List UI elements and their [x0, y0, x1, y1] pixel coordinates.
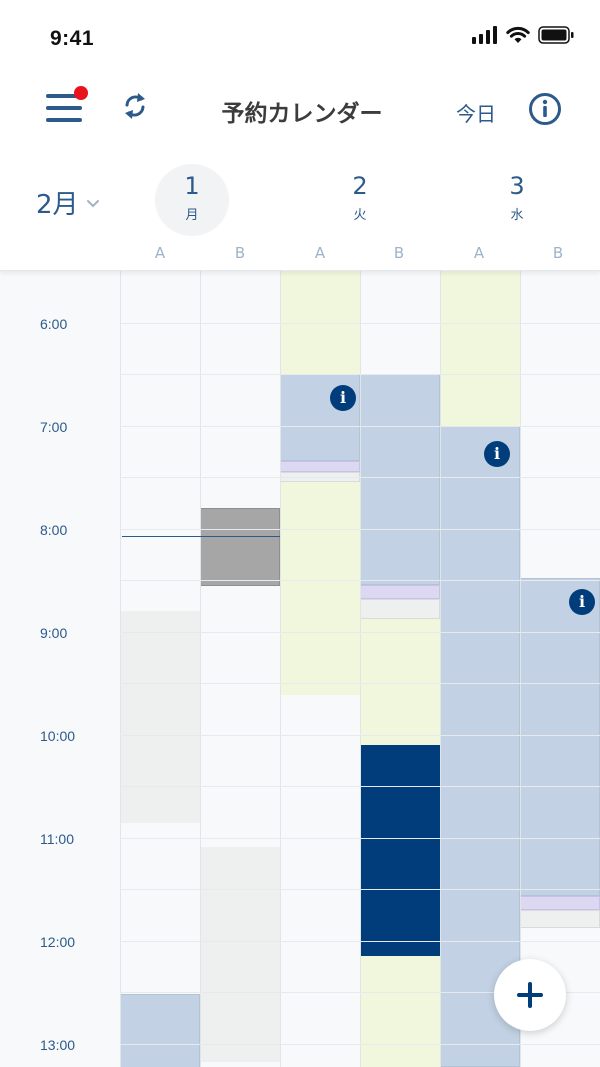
column-label-b: B	[234, 244, 246, 262]
half-hour-line	[120, 683, 600, 684]
available-block	[360, 619, 440, 745]
calendar-grid[interactable]: i i i 6:00 7:00 8:00 9:00 10:00 11:00 12…	[0, 271, 600, 1067]
column-label-a: A	[473, 244, 485, 262]
column-label-a: A	[154, 244, 166, 262]
column-label-b: B	[552, 244, 564, 262]
hamburger-icon-line	[46, 118, 82, 122]
unavailable-block	[200, 847, 280, 1062]
day-weekday: 月	[185, 208, 199, 223]
time-label: 6:00	[40, 316, 68, 332]
time-label: 10:00	[40, 728, 76, 744]
column-divider	[280, 271, 281, 1067]
month-label: 2月	[36, 190, 79, 220]
info-icon[interactable]	[528, 92, 562, 126]
reservation-block[interactable]	[360, 374, 440, 585]
hour-line	[120, 323, 600, 324]
signal-icon	[472, 26, 497, 44]
half-hour-line	[120, 580, 600, 581]
half-hour-line	[120, 477, 600, 478]
hour-line	[120, 838, 600, 839]
hour-line	[120, 426, 600, 427]
today-button[interactable]: 今日	[456, 102, 496, 126]
booked-block[interactable]	[200, 508, 280, 586]
plus-icon-stroke	[528, 982, 532, 1008]
unavailable-block	[120, 611, 200, 823]
day-number: 3	[509, 172, 525, 200]
day-number: 1	[184, 172, 200, 200]
time-label: 12:00	[40, 934, 76, 950]
available-block	[440, 271, 520, 426]
buffer-block	[520, 896, 600, 910]
day-column-2[interactable]: 2 火	[323, 164, 397, 236]
column-label-b: B	[393, 244, 405, 262]
buffer-block	[280, 461, 360, 472]
column-divider	[200, 271, 201, 1067]
half-hour-line	[120, 374, 600, 375]
half-hour-line	[120, 992, 600, 993]
hamburger-icon-line	[46, 106, 82, 110]
buffer-block	[520, 910, 600, 928]
buffer-block	[360, 585, 440, 599]
reservation-block[interactable]	[120, 994, 200, 1067]
half-hour-line	[120, 889, 600, 890]
chevron-down-icon	[86, 199, 99, 207]
hour-line	[120, 735, 600, 736]
battery-icon	[538, 26, 574, 44]
column-divider	[360, 271, 361, 1067]
hour-line	[120, 529, 600, 530]
time-label: 9:00	[40, 625, 68, 641]
column-divider	[520, 271, 521, 1067]
half-hour-line	[120, 786, 600, 787]
day-number: 2	[352, 172, 368, 200]
day-weekday: 水	[510, 208, 524, 223]
column-divider	[440, 271, 441, 1067]
info-icon[interactable]: i	[330, 385, 356, 411]
time-label: 13:00	[40, 1037, 76, 1053]
time-label: 11:00	[40, 831, 74, 847]
hamburger-icon	[46, 94, 82, 98]
menu-button[interactable]	[42, 86, 88, 126]
time-label: 7:00	[40, 419, 68, 435]
page-title: 予約カレンダー	[221, 101, 383, 127]
hour-line	[120, 941, 600, 942]
status-icons	[472, 26, 574, 44]
hour-line	[120, 1044, 600, 1045]
calendar-header: 2月 1 月 2 火 3 水 A B A B A B	[0, 150, 600, 271]
available-block	[360, 956, 440, 1067]
column-label-a: A	[314, 244, 326, 262]
info-icon[interactable]: i	[569, 589, 595, 615]
reservation-block[interactable]	[520, 578, 600, 896]
current-time-line	[122, 536, 280, 537]
day-weekday: 火	[353, 208, 367, 223]
column-divider	[120, 271, 121, 1067]
info-icon[interactable]: i	[484, 441, 510, 467]
wifi-icon	[506, 26, 530, 43]
sync-icon[interactable]	[117, 88, 153, 124]
available-block	[280, 271, 360, 695]
app-bar: 予約カレンダー 今日	[0, 70, 600, 150]
time-label: 8:00	[40, 522, 68, 538]
add-reservation-button[interactable]	[494, 959, 566, 1031]
month-selector[interactable]: 2月	[36, 184, 101, 221]
selected-reservation-block[interactable]	[360, 745, 440, 956]
status-time: 9:41	[50, 27, 95, 50]
buffer-block	[360, 599, 440, 619]
notification-dot	[74, 86, 88, 100]
hour-line	[120, 632, 600, 633]
day-column-1[interactable]: 1 月	[155, 164, 229, 236]
day-column-3[interactable]: 3 水	[480, 164, 554, 236]
